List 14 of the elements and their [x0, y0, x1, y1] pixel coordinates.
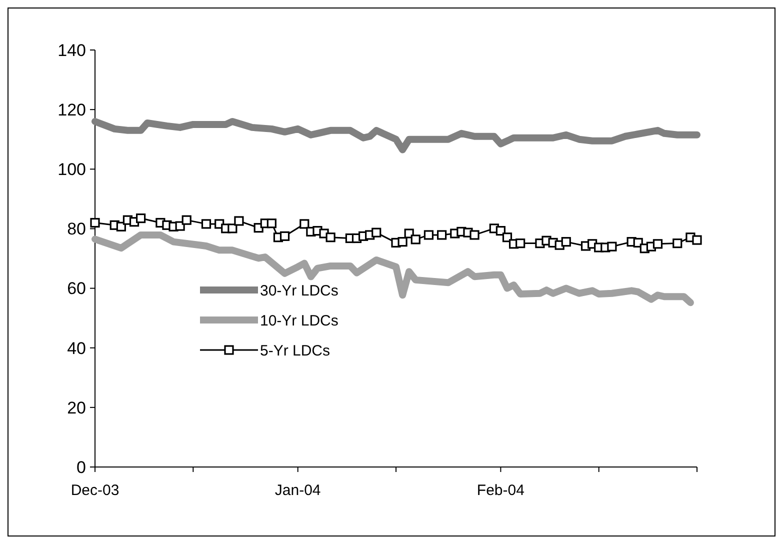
x-tick-label: Jan-04: [274, 482, 321, 499]
y-tick-label: 0: [76, 458, 86, 477]
y-tick-label: 80: [67, 220, 86, 239]
y-tick-label: 100: [58, 160, 86, 180]
legend-label: 30-Yr LDCs: [260, 282, 338, 300]
y-tick-label: 40: [67, 338, 86, 358]
y-tick-label: 20: [67, 398, 86, 418]
legend-label: 5-Yr LDCs: [260, 342, 330, 360]
x-tick-label: Feb-04: [476, 482, 524, 499]
y-tick-label: 60: [67, 279, 86, 298]
legend-label: 10-Yr LDCs: [260, 312, 338, 330]
y-tick-label: 120: [58, 100, 86, 120]
y-tick-label: 140: [58, 40, 86, 60]
x-tick-label: Dec-03: [70, 482, 120, 499]
